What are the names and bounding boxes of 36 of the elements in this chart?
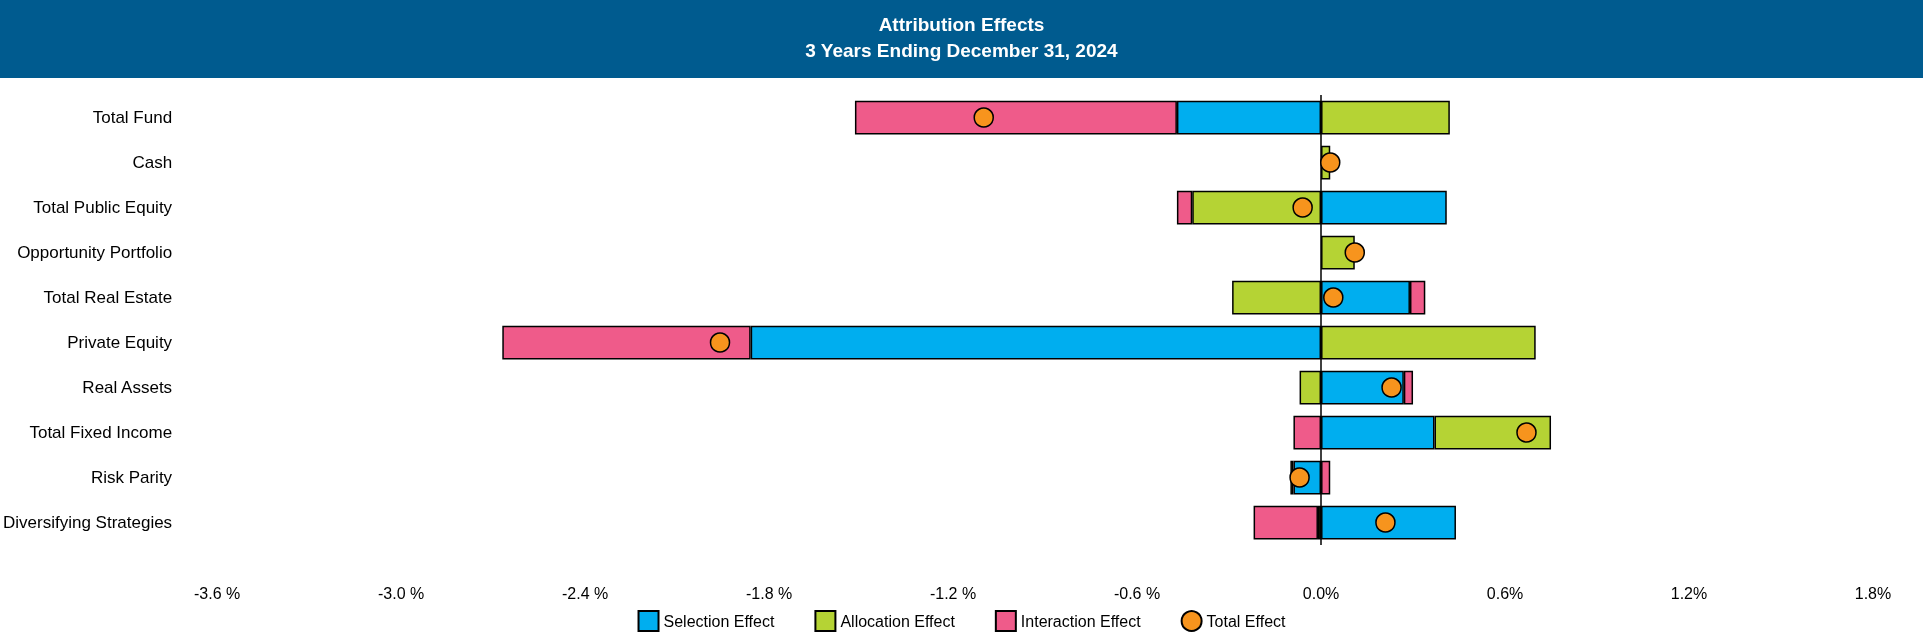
x-tick-label: -2.4 % [561,584,609,602]
point [1381,377,1402,398]
x-tick-label: 1.2% [1670,584,1708,602]
y-tick-label: Risk Parity [90,468,173,487]
legend-label: Total Effect [1206,612,1287,630]
y-tick-label: Total Fund [92,108,173,127]
bar [1253,505,1318,540]
point [709,332,731,353]
point [1292,197,1313,218]
point [1516,422,1537,443]
y-tick-label: Total Real Estate [43,288,173,307]
point [1344,242,1366,263]
x-tick-label: -1.2 % [929,584,977,602]
chart-title: Attribution Effects [877,13,1046,37]
chart-subtitle: 3 Years Ending December 31, 2024 [804,39,1119,63]
x-tick-label: 1.8% [1854,584,1892,602]
x-tick-label: 0.6% [1486,584,1524,602]
legend-label: Interaction Effect [1020,612,1142,630]
x-tick-label: -0.6 % [1113,584,1161,602]
point [1320,152,1341,173]
legend-label: Selection Effect [663,612,775,630]
y-tick-label: Total Public Equity [33,198,173,217]
legend-label: Allocation Effect [840,612,956,630]
y-tick-label: Real Assets [82,378,173,397]
x-tick-label: -3.0 % [377,584,425,602]
point [1323,287,1344,308]
point [1375,512,1396,533]
x-tick-label: 0.0% [1302,584,1340,602]
y-tick-label: Private Equity [67,333,173,352]
x-tick-label: -1.8 % [745,584,793,602]
point [973,107,994,128]
x-tick-label: -3.6 % [194,584,241,602]
y-tick-label: Cash [132,153,173,172]
y-tick-label: Diversifying Strategies [3,513,173,532]
y-tick-label: Opportunity Portfolio [17,243,173,262]
y-tick-label: Total Fixed Income [29,423,173,442]
